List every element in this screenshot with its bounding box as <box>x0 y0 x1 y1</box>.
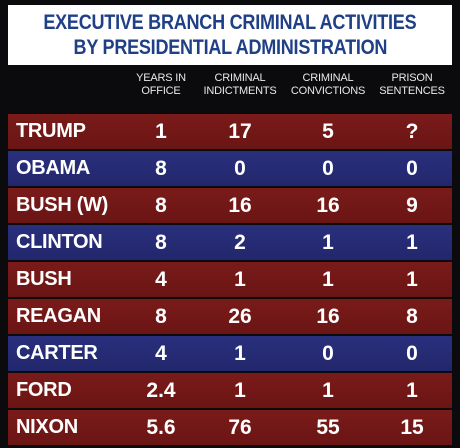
cell-prison-sentences: 0 <box>406 342 418 365</box>
column-header-line: INDICTMENTS <box>203 85 277 97</box>
cell-years-in-office: 8 <box>155 157 167 180</box>
row-label: BUSH <box>16 268 72 290</box>
row-label: REAGAN <box>16 305 101 327</box>
column-header-line: CONVICTIONS <box>290 85 366 97</box>
cell-prison-sentences: 1 <box>406 379 418 402</box>
cell-criminal-indictments: 0 <box>234 157 246 180</box>
cell-criminal-convictions: 16 <box>316 305 340 328</box>
cell-years-in-office: 5.6 <box>146 416 176 439</box>
title-box: EXECUTIVE BRANCH CRIMINAL ACTIVITIES BY … <box>8 5 452 65</box>
column-header-line: CRIMINAL <box>214 72 266 84</box>
cell-criminal-indictments: 1 <box>234 342 246 365</box>
table-row: NIXON 5.6 76 55 15 <box>8 410 452 445</box>
title-line-2: BY PRESIDENTIAL ADMINISTRATION <box>73 36 387 59</box>
cell-years-in-office: 8 <box>155 231 167 254</box>
row-label: NIXON <box>16 416 78 438</box>
cell-criminal-convictions: 1 <box>322 231 334 254</box>
column-header-line: CRIMINAL <box>302 72 354 84</box>
cell-years-in-office: 2.4 <box>146 379 176 402</box>
table-row: CLINTON 8 2 1 1 <box>8 225 452 260</box>
table-row: FORD 2.4 1 1 1 <box>8 373 452 408</box>
cell-criminal-indictments: 26 <box>228 305 252 328</box>
cell-years-in-office: 4 <box>155 342 167 365</box>
title-line-1: EXECUTIVE BRANCH CRIMINAL ACTIVITIES <box>43 11 417 34</box>
column-header-line: SENTENCES <box>379 85 445 97</box>
cell-criminal-convictions: 5 <box>322 120 334 143</box>
table-row: BUSH (W) 8 16 16 9 <box>8 188 452 223</box>
row-label: OBAMA <box>16 157 91 179</box>
row-label: BUSH (W) <box>16 194 109 216</box>
cell-years-in-office: 4 <box>155 268 167 291</box>
table-row: TRUMP 1 17 5? <box>8 114 452 149</box>
cell-criminal-convictions: 1 <box>322 379 334 402</box>
cell-prison-sentences: 1 <box>406 231 418 254</box>
cell-criminal-indictments: 16 <box>228 194 252 217</box>
cell-years-in-office: 8 <box>155 305 167 328</box>
cell-prison-sentences: 0 <box>406 157 418 180</box>
row-label: FORD <box>16 379 72 401</box>
data-table: TRUMP 1 17 5? OBAMA 8 0 0 0 BUSH (W) 8 16 16 9 CLINTON… <box>8 114 452 447</box>
column-headers: YEARS IN OFFICE CRIMINAL INDICTMENTS CRI… <box>0 72 460 112</box>
cell-criminal-indictments: 2 <box>234 231 246 254</box>
cell-prison-sentences: 8 <box>406 305 418 328</box>
cell-criminal-indictments: 1 <box>234 379 246 402</box>
column-header-prison-sentences: PRISON SENTENCES <box>374 72 450 112</box>
cell-years-in-office: 1 <box>155 120 167 143</box>
cell-criminal-convictions: 0 <box>322 342 334 365</box>
cell-prison-sentences: ? <box>405 120 419 143</box>
row-label: CARTER <box>16 342 98 364</box>
table-row: CARTER 4 1 0 0 <box>8 336 452 371</box>
table-row: BUSH 4 1 1 1 <box>8 262 452 297</box>
row-label: TRUMP <box>16 120 86 142</box>
column-header-line: OFFICE <box>141 85 181 97</box>
table-row: REAGAN 8 26 16 8 <box>8 299 452 334</box>
cell-criminal-convictions: 16 <box>316 194 340 217</box>
cell-years-in-office: 8 <box>155 194 167 217</box>
cell-prison-sentences: 9 <box>406 194 418 217</box>
row-label: CLINTON <box>16 231 103 253</box>
cell-prison-sentences: 1 <box>406 268 418 291</box>
cell-criminal-indictments: 1 <box>234 268 246 291</box>
column-header-criminal-convictions: CRIMINAL CONVICTIONS <box>284 72 372 112</box>
cell-criminal-convictions: 55 <box>316 416 340 439</box>
column-header-line: YEARS IN <box>136 72 186 84</box>
cell-prison-sentences: 15 <box>400 416 424 439</box>
cell-criminal-convictions: 0 <box>322 157 334 180</box>
cell-criminal-convictions: 1 <box>322 268 334 291</box>
cell-criminal-indictments: 17 <box>228 120 252 143</box>
table-row: OBAMA 8 0 0 0 <box>8 151 452 186</box>
column-header-years-in-office: YEARS IN OFFICE <box>130 72 192 112</box>
column-header-criminal-indictments: CRIMINAL INDICTMENTS <box>200 72 280 112</box>
cell-criminal-indictments: 76 <box>228 416 252 439</box>
column-header-line: PRISON <box>391 72 433 84</box>
